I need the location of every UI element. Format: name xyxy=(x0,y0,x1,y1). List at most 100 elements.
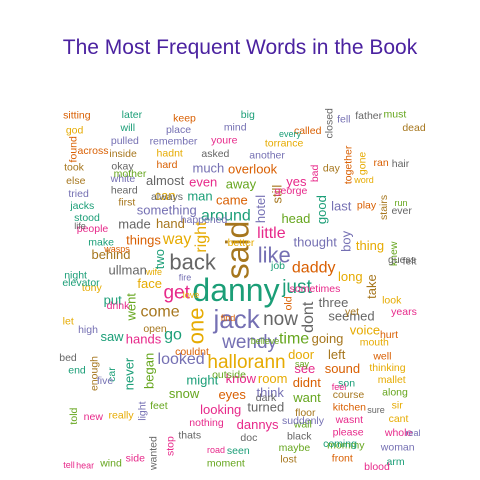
word-please: please xyxy=(333,427,364,439)
word-mallet: mallet xyxy=(378,374,406,386)
word-jacks: jacks xyxy=(69,200,94,212)
word-day: day xyxy=(323,162,341,174)
word-youre: youre xyxy=(211,134,237,146)
word-later: later xyxy=(122,109,143,121)
word-didnt: didnt xyxy=(293,375,322,390)
word-almost: almost xyxy=(146,173,185,188)
word-torrance: torrance xyxy=(265,137,304,149)
word-along: along xyxy=(382,387,408,399)
word-look: look xyxy=(382,295,402,307)
word-son: son xyxy=(338,377,355,389)
word-closed: closed xyxy=(324,108,336,139)
word-really: really xyxy=(109,409,135,421)
word-thought: thought xyxy=(294,235,338,250)
word-think: think xyxy=(256,385,284,400)
word-ran: ran xyxy=(374,157,389,169)
word-sure: sure xyxy=(367,405,385,415)
word-find: find xyxy=(221,313,236,323)
word-one: one xyxy=(184,308,209,345)
word-hurt: hurt xyxy=(380,329,398,341)
word-hair: hair xyxy=(392,158,410,170)
word-come: come xyxy=(141,304,180,321)
word-whole: whole xyxy=(384,427,413,439)
word-woman: woman xyxy=(380,441,415,453)
word-dead: dead xyxy=(402,122,426,134)
word-five: five xyxy=(97,375,114,387)
word-arm: arm xyxy=(387,456,405,468)
word-tony: tony xyxy=(82,282,103,294)
word-tell: tell xyxy=(63,460,75,470)
word-bed: bed xyxy=(59,352,77,364)
word-came: came xyxy=(216,192,248,207)
word-else: else xyxy=(66,175,85,187)
word-george: george xyxy=(275,185,308,197)
word-began: began xyxy=(141,353,156,389)
word-said: said xyxy=(220,221,256,280)
word-looked: looked xyxy=(158,351,205,368)
word-outside: outside xyxy=(212,369,246,381)
word-hadnt: hadnt xyxy=(157,147,183,159)
word-heard: heard xyxy=(111,185,138,197)
word-guess: guess xyxy=(388,254,416,266)
word-every: every xyxy=(279,129,302,139)
word-place: place xyxy=(166,124,191,136)
word-long: long xyxy=(338,269,363,284)
word-real: real xyxy=(405,428,420,438)
word-thinking: thinking xyxy=(369,362,405,374)
word-first: first xyxy=(118,196,135,208)
word-side: side xyxy=(126,453,145,465)
word-head: head xyxy=(281,211,310,226)
word-still: still xyxy=(269,185,284,204)
word-thats: thats xyxy=(178,430,201,442)
word-moment: moment xyxy=(207,457,245,469)
word-doc: doc xyxy=(240,432,257,444)
word-time: time xyxy=(279,330,309,347)
word-black: black xyxy=(287,430,312,442)
word-floor: floor xyxy=(295,407,316,419)
word-night: night xyxy=(64,269,87,281)
word-face: face xyxy=(137,276,162,291)
word-let: let xyxy=(63,316,74,328)
word-get: get xyxy=(163,283,190,304)
word-better: better xyxy=(228,237,255,249)
word-run: run xyxy=(394,198,407,208)
word-like: like xyxy=(258,242,291,267)
word-daddy: daddy xyxy=(292,260,336,277)
word-things: things xyxy=(126,232,161,247)
word-left: left xyxy=(328,347,346,362)
word-hotel: hotel xyxy=(253,195,268,223)
word-course: course xyxy=(333,389,365,401)
word-took: took xyxy=(64,162,85,174)
word-something: something xyxy=(137,202,197,217)
word-sitting: sitting xyxy=(63,110,91,122)
word-behind: behind xyxy=(91,247,130,262)
word-sir: sir xyxy=(392,400,404,412)
word-feel: feel xyxy=(332,382,347,392)
word-just: just xyxy=(281,277,312,298)
word-open: open xyxy=(143,323,167,335)
word-lost: lost xyxy=(280,454,296,466)
word-see: see xyxy=(294,361,315,376)
word-mouth: mouth xyxy=(360,337,389,349)
word-another: another xyxy=(249,150,285,162)
word-put: put xyxy=(104,292,122,307)
word-road: road xyxy=(207,445,225,455)
word-dark: dark xyxy=(256,392,277,404)
word-wendy: wendy xyxy=(221,332,277,353)
word-will: will xyxy=(120,122,136,134)
word-car: car xyxy=(106,367,118,382)
word-together: together xyxy=(343,145,355,184)
word-found: found xyxy=(67,136,79,162)
word-take: take xyxy=(364,274,379,299)
word-might: might xyxy=(186,373,218,388)
word-boy: boy xyxy=(339,230,354,251)
word-stop: stop xyxy=(165,436,177,456)
word-feet: feet xyxy=(150,400,168,412)
word-jack: jack xyxy=(212,304,260,334)
word-ever: ever xyxy=(391,205,412,217)
word-seemed: seemed xyxy=(328,309,374,324)
word-dont: dont xyxy=(300,301,317,333)
word-man: man xyxy=(187,189,212,204)
word-tried: tried xyxy=(68,188,89,200)
